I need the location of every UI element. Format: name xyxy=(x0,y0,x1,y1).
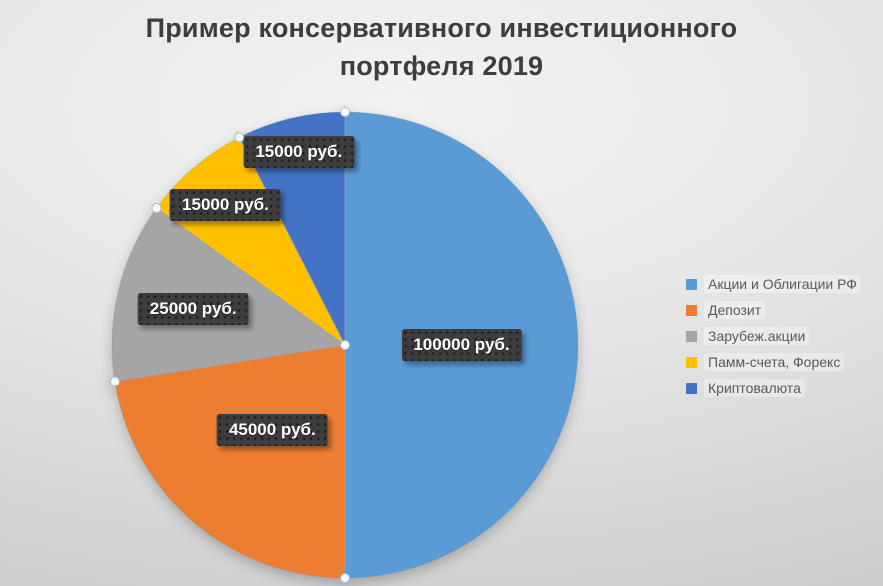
legend-label: Памм-счета, Форекс xyxy=(704,353,845,371)
pie-center-marker xyxy=(340,340,350,350)
legend-swatch xyxy=(686,304,697,316)
legend-label: Акции и Облигации РФ xyxy=(704,275,861,293)
legend: Акции и Облигации РФ Депозит Зарубеж.акции… xyxy=(686,271,861,401)
slice-boundary-marker xyxy=(151,203,162,214)
legend-label: Криптовалюта xyxy=(704,379,805,397)
slice-boundary-line xyxy=(107,344,346,384)
slice-boundary-marker xyxy=(340,107,350,117)
legend-item: Зарубеж.акции xyxy=(686,323,861,349)
pie-slice xyxy=(344,111,579,579)
legend-item: Криптовалюта xyxy=(686,375,861,401)
legend-label: Депозит xyxy=(704,301,766,319)
pie-slice xyxy=(114,344,346,579)
slice-boundary-line xyxy=(150,203,346,346)
legend-item: Памм-счета, Форекс xyxy=(686,349,861,375)
slice-boundary-marker xyxy=(109,376,120,387)
legend-label: Зарубеж.акции xyxy=(704,327,810,345)
legend-swatch xyxy=(686,382,697,394)
chart-title: Пример консервативного инвестиционного п… xyxy=(145,13,738,81)
legend-swatch xyxy=(686,278,697,290)
legend-swatch xyxy=(686,356,697,368)
legend-item: Акции и Облигации РФ xyxy=(686,271,861,297)
legend-swatch xyxy=(686,330,697,342)
slice-boundary-marker xyxy=(234,132,245,143)
legend-item: Депозит xyxy=(686,297,861,323)
slice-boundary-marker xyxy=(340,573,350,583)
